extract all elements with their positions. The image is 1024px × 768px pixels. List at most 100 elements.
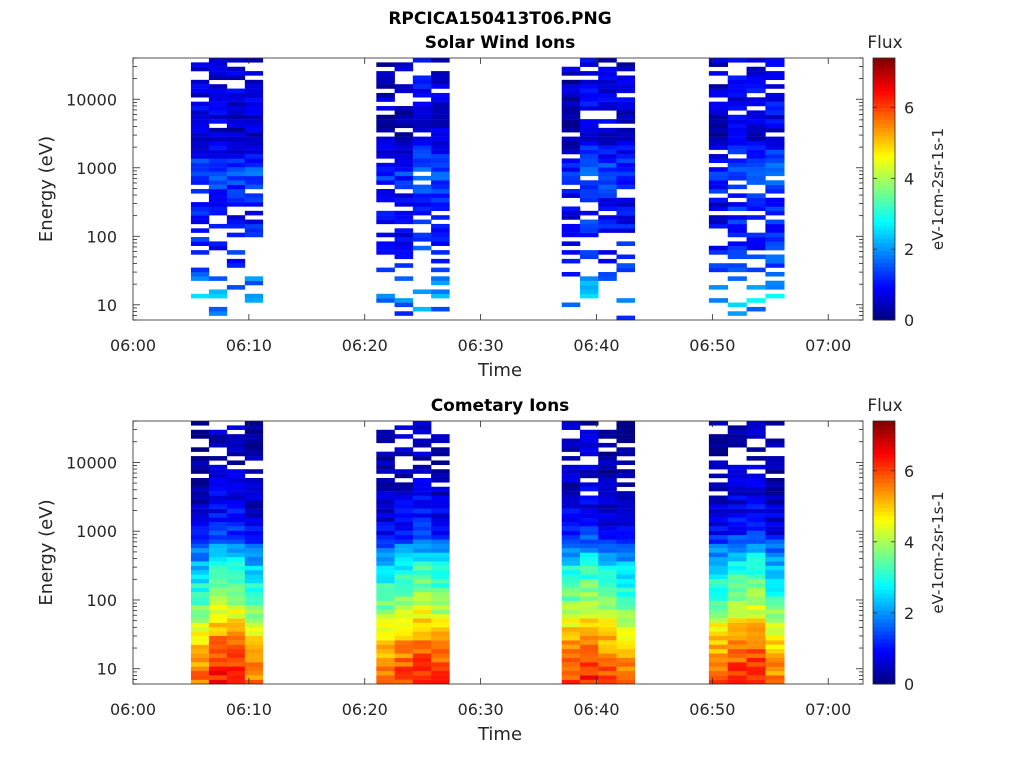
spectrogram-cell [190, 662, 210, 667]
spectrogram-cell [579, 627, 599, 632]
spectrogram-cell [431, 434, 450, 439]
colorbar-segment [873, 544, 895, 549]
colorbar-segment [873, 172, 895, 178]
spectrogram-cell [598, 578, 617, 584]
spectrogram-cell [431, 543, 450, 549]
colorbar-segment [873, 610, 895, 615]
colorbar-segment [873, 437, 895, 443]
spectrogram-cell [226, 644, 246, 650]
spectrogram-cell [376, 434, 395, 439]
spectrogram-cell [616, 631, 636, 636]
spectrogram-cell [431, 276, 450, 281]
spectrogram-cell [412, 162, 432, 168]
spectrogram-cell [765, 640, 785, 645]
spectrogram-cell [727, 644, 747, 650]
colorbar-segment [873, 303, 895, 309]
spectrogram-cell [431, 565, 450, 571]
colorbar-segment [873, 279, 895, 284]
spectrogram-cell [765, 679, 785, 685]
spectrogram-cell [226, 263, 246, 268]
spectrogram-cell [208, 657, 228, 663]
spectrogram-cell [376, 521, 395, 527]
spectrogram-cell [579, 513, 599, 518]
spectrogram-cell [376, 499, 395, 505]
spectrogram-cell [244, 596, 264, 601]
colorbar-segment [873, 573, 895, 578]
spectrogram-cell [226, 145, 246, 150]
spectrogram-cell [598, 543, 617, 549]
spectrogram-cell [431, 591, 450, 597]
spectrogram-cell [727, 263, 747, 268]
spectrogram-cell [208, 679, 228, 685]
spectrogram-cell [616, 206, 636, 212]
spectrogram-cell [561, 442, 581, 448]
colorbar-segment [873, 519, 895, 525]
spectrogram-cell [394, 574, 414, 579]
spectrogram-cell [431, 58, 450, 63]
y-tick-label: 10 [97, 660, 117, 679]
spectrogram-cell [244, 119, 264, 124]
spectrogram-cell [616, 119, 636, 124]
spectrogram-cell [746, 140, 766, 146]
spectrogram-cell [765, 666, 785, 672]
spectrogram-cell [616, 140, 636, 146]
colorbar-segment [873, 221, 895, 227]
spectrogram-cell [431, 587, 450, 593]
colorbar-segment [873, 291, 895, 296]
spectrogram-cell [579, 180, 599, 185]
spectrogram-cell [431, 530, 450, 536]
spectrogram-cell [561, 565, 581, 571]
spectrogram-cell [208, 583, 228, 588]
spectrogram-cell [765, 219, 785, 225]
spectrogram-cell [394, 434, 414, 439]
spectrogram-cell [561, 175, 581, 181]
spectrogram-cell [746, 285, 766, 290]
spectrogram-cell [208, 88, 228, 94]
spectrogram-cell [708, 119, 729, 124]
spectrogram-cell [561, 574, 581, 579]
spectrogram-cell [561, 123, 581, 129]
spectrogram-cell [727, 171, 747, 177]
spectrogram-cell [708, 434, 729, 439]
spectrogram-cell [561, 438, 581, 444]
spectrogram-cell [431, 596, 450, 601]
spectrogram-cell [746, 627, 766, 632]
spectrogram-cell [394, 447, 414, 452]
spectrogram-cell [616, 127, 636, 133]
colorbar-segment [873, 82, 895, 88]
spectrogram-cell [208, 75, 228, 81]
spectrogram-cell [394, 556, 414, 562]
spectrogram-cell [708, 583, 729, 588]
spectrogram-cell [727, 250, 747, 255]
spectrogram-cell [190, 635, 210, 641]
colorbar-segment [873, 630, 895, 636]
spectrogram-cell [765, 627, 785, 632]
colorbar-segment [873, 287, 895, 292]
spectrogram-cell [226, 285, 246, 290]
colorbar-segment [873, 115, 895, 120]
spectrogram-cell [431, 293, 450, 299]
spectrogram-cell [208, 653, 228, 658]
colorbar-segment [873, 176, 895, 182]
spectrogram-cell [598, 605, 617, 610]
spectrogram-cell [244, 293, 264, 299]
spectrogram-cell [394, 561, 414, 566]
spectrogram-cell [412, 84, 432, 89]
spectrogram-cell [746, 425, 766, 430]
spectrogram-cell [616, 132, 636, 137]
spectrogram-cell [598, 79, 617, 85]
spectrogram-cell [708, 495, 729, 501]
spectrogram-cell [708, 596, 729, 601]
spectrogram-cell [394, 197, 414, 203]
spectrogram-cell [244, 499, 264, 505]
spectrogram-cell [708, 556, 729, 562]
spectrogram-cell [226, 154, 246, 159]
spectrogram-cell [598, 180, 617, 185]
spectrogram-cell [708, 140, 729, 146]
spectrogram-cell [226, 556, 246, 562]
colorbar-segment [873, 462, 895, 467]
spectrogram-cell [394, 210, 414, 216]
spectrogram-cell [727, 548, 747, 553]
spectrogram-cell [727, 662, 747, 667]
spectrogram-cell [190, 210, 210, 216]
